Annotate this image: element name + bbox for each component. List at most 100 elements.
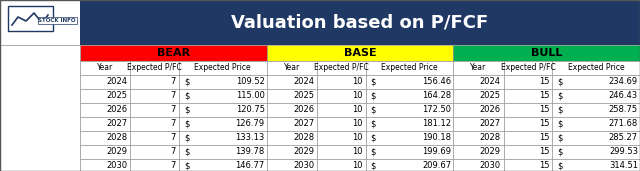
Text: 2026: 2026 — [293, 106, 314, 115]
Text: 10: 10 — [352, 148, 363, 156]
Bar — [317, 61, 365, 75]
Text: BASE: BASE — [344, 48, 376, 58]
Text: 2027: 2027 — [479, 120, 500, 128]
Text: $: $ — [371, 91, 376, 101]
Bar — [317, 131, 365, 145]
Bar — [80, 117, 131, 131]
Text: 285.27: 285.27 — [609, 134, 638, 142]
Bar — [179, 89, 267, 103]
Text: 146.77: 146.77 — [236, 161, 265, 170]
Text: Valuation based on P/FCF: Valuation based on P/FCF — [232, 14, 488, 31]
Bar — [179, 145, 267, 159]
Bar — [0, 0, 80, 45]
Text: 164.28: 164.28 — [422, 91, 451, 101]
Bar — [80, 103, 131, 117]
Text: 115.00: 115.00 — [236, 91, 265, 101]
Bar — [504, 75, 552, 89]
Bar — [80, 61, 131, 75]
Bar — [365, 61, 453, 75]
Text: $: $ — [557, 77, 563, 87]
Bar — [267, 45, 453, 61]
Text: 15: 15 — [539, 161, 549, 170]
Bar — [267, 131, 317, 145]
Text: 2030: 2030 — [293, 161, 314, 170]
Bar — [552, 89, 640, 103]
Bar — [131, 117, 179, 131]
Bar — [365, 117, 453, 131]
Bar — [131, 61, 179, 75]
Bar — [179, 159, 267, 171]
Bar — [267, 75, 317, 89]
Bar — [453, 61, 504, 75]
Bar — [453, 117, 504, 131]
Bar — [317, 117, 365, 131]
Bar — [453, 159, 504, 171]
Text: $: $ — [184, 106, 189, 115]
Bar — [131, 89, 179, 103]
Bar — [317, 75, 365, 89]
Text: 2028: 2028 — [106, 134, 127, 142]
Text: 7: 7 — [170, 120, 176, 128]
Text: 2025: 2025 — [106, 91, 127, 101]
Bar — [267, 159, 317, 171]
Text: $: $ — [557, 134, 563, 142]
Text: 2024: 2024 — [106, 77, 127, 87]
Text: 10: 10 — [352, 134, 363, 142]
Text: $: $ — [184, 161, 189, 170]
Text: Expected Price: Expected Price — [568, 63, 625, 73]
Text: 15: 15 — [539, 106, 549, 115]
Bar — [179, 117, 267, 131]
Bar — [453, 89, 504, 103]
Text: BULL: BULL — [531, 48, 563, 58]
Bar — [552, 103, 640, 117]
Bar — [131, 159, 179, 171]
Bar — [317, 103, 365, 117]
Text: 156.46: 156.46 — [422, 77, 451, 87]
Bar — [131, 131, 179, 145]
Bar — [267, 61, 317, 75]
Bar — [0, 45, 80, 171]
Bar — [80, 0, 640, 45]
Text: 234.69: 234.69 — [609, 77, 638, 87]
Bar — [504, 61, 552, 75]
Text: 7: 7 — [170, 91, 176, 101]
Bar — [453, 131, 504, 145]
Bar — [179, 75, 267, 89]
Bar — [267, 89, 317, 103]
Text: 10: 10 — [352, 77, 363, 87]
Bar — [179, 131, 267, 145]
Bar — [453, 103, 504, 117]
Bar — [179, 61, 267, 75]
Text: 7: 7 — [170, 77, 176, 87]
Text: 2024: 2024 — [293, 77, 314, 87]
Text: 199.69: 199.69 — [422, 148, 451, 156]
Text: 2024: 2024 — [480, 77, 500, 87]
Bar — [365, 75, 453, 89]
Text: $: $ — [371, 148, 376, 156]
Bar — [504, 89, 552, 103]
Bar — [317, 159, 365, 171]
Text: 209.67: 209.67 — [422, 161, 451, 170]
Bar — [552, 75, 640, 89]
Text: 2030: 2030 — [479, 161, 500, 170]
Text: $: $ — [184, 120, 189, 128]
Bar — [552, 61, 640, 75]
Bar — [552, 117, 640, 131]
Text: 2026: 2026 — [106, 106, 127, 115]
Text: 2030: 2030 — [106, 161, 127, 170]
Text: $: $ — [184, 91, 189, 101]
Bar — [131, 145, 179, 159]
Text: STOCK INFO: STOCK INFO — [38, 18, 76, 23]
Bar — [552, 145, 640, 159]
Bar — [504, 117, 552, 131]
Bar — [453, 145, 504, 159]
Bar — [179, 103, 267, 117]
Bar — [504, 145, 552, 159]
Bar — [80, 145, 131, 159]
Bar — [504, 159, 552, 171]
Text: $: $ — [184, 148, 189, 156]
Bar — [504, 103, 552, 117]
Text: Expected P/FC: Expected P/FC — [500, 63, 556, 73]
Text: $: $ — [557, 106, 563, 115]
Text: Year: Year — [284, 63, 300, 73]
